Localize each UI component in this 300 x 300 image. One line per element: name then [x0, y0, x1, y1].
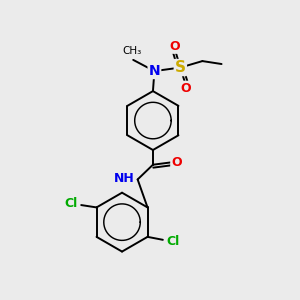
Text: S: S — [175, 60, 186, 75]
Text: Cl: Cl — [167, 235, 180, 248]
Text: Cl: Cl — [64, 197, 78, 210]
Text: O: O — [180, 82, 191, 95]
Text: N: N — [148, 64, 160, 78]
Text: CH₃: CH₃ — [122, 46, 141, 56]
Text: NH: NH — [114, 172, 135, 185]
Text: O: O — [170, 40, 180, 53]
Text: O: O — [171, 156, 182, 169]
